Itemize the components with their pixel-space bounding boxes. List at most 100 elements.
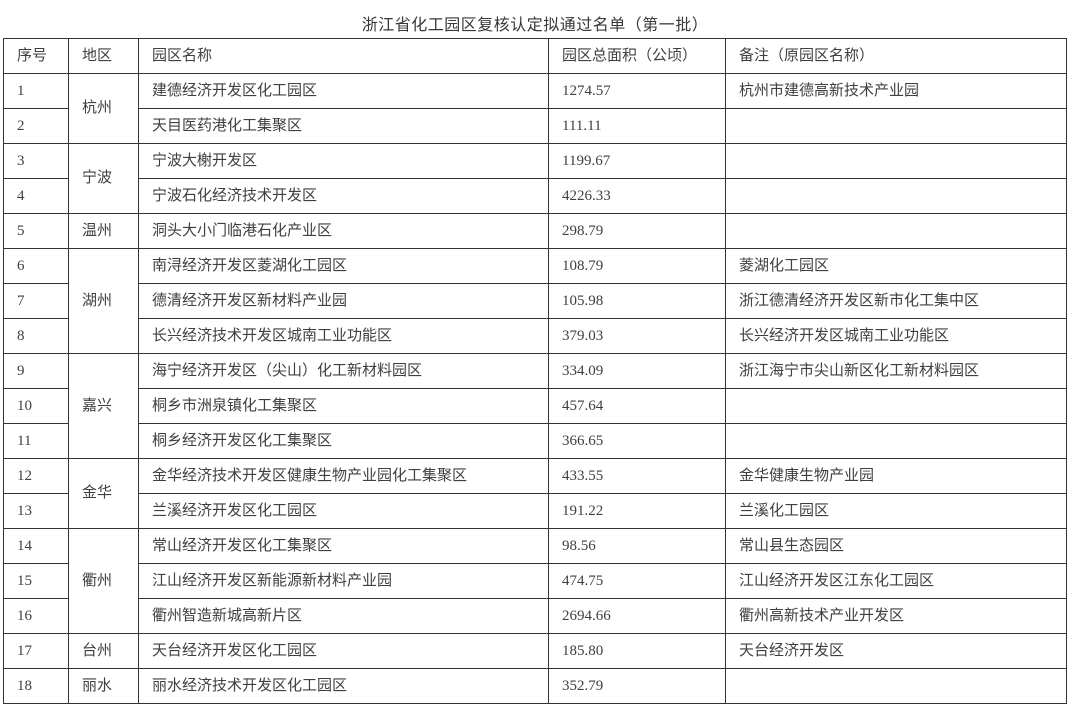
area-cell: 298.79 bbox=[548, 213, 726, 249]
park-name-cell: 江山经济开发区新能源新材料产业园 bbox=[138, 563, 549, 599]
table-row: 3 宁波 宁波大榭开发区 1199.67 bbox=[3, 143, 1067, 214]
note-cell bbox=[725, 423, 1067, 459]
note-cell bbox=[725, 108, 1067, 144]
table-row: 9 嘉兴 海宁经济开发区（尖山）化工新材料园区 334.09 浙江海宁市尖山新区化工新材… bbox=[3, 353, 1067, 459]
park-name-cell: 长兴经济技术开发区城南工业功能区 bbox=[138, 318, 549, 354]
column-header-note: 备注（原园区名称） bbox=[725, 38, 1067, 74]
region-cell: 湖州 bbox=[68, 248, 139, 354]
row-number-cell: 11 bbox=[3, 423, 69, 459]
area-cell: 474.75 bbox=[548, 563, 726, 599]
park-name-cell: 桐乡市洲泉镇化工集聚区 bbox=[138, 388, 549, 424]
area-cell: 185.80 bbox=[548, 633, 726, 669]
column-header-park: 园区名称 bbox=[138, 38, 549, 74]
row-number-cell: 13 bbox=[3, 493, 69, 529]
column-header-region: 地区 bbox=[68, 38, 139, 74]
area-cell: 379.03 bbox=[548, 318, 726, 354]
area-cell: 352.79 bbox=[548, 668, 726, 704]
note-cell: 杭州市建德高新技术产业园 bbox=[725, 73, 1067, 109]
note-cell: 常山县生态园区 bbox=[725, 528, 1067, 564]
park-name-cell: 天目医药港化工集聚区 bbox=[138, 108, 549, 144]
park-name-cell: 桐乡经济开发区化工集聚区 bbox=[138, 423, 549, 459]
row-number-cell: 9 bbox=[3, 353, 69, 389]
note-cell: 金华健康生物产业园 bbox=[725, 458, 1067, 494]
row-number-cell: 16 bbox=[3, 598, 69, 634]
note-cell bbox=[725, 143, 1067, 179]
park-name-cell: 南浔经济开发区菱湖化工园区 bbox=[138, 248, 549, 284]
park-name-cell: 宁波大榭开发区 bbox=[138, 143, 549, 179]
row-number-cell: 14 bbox=[3, 528, 69, 564]
note-cell bbox=[725, 388, 1067, 424]
area-cell: 105.98 bbox=[548, 283, 726, 319]
region-cell: 金华 bbox=[68, 458, 139, 529]
region-cell: 台州 bbox=[68, 633, 139, 669]
table-row: 14 衢州 常山经济开发区化工集聚区 98.56 常山县生态园区 bbox=[3, 528, 1067, 634]
row-number-cell: 3 bbox=[3, 143, 69, 179]
table-row: 2 天目医药港化工集聚区 111.11 bbox=[3, 108, 1067, 144]
row-number-cell: 7 bbox=[3, 283, 69, 319]
park-name-cell: 洞头大小门临港石化产业区 bbox=[138, 213, 549, 249]
row-number-cell: 10 bbox=[3, 388, 69, 424]
row-number-cell: 12 bbox=[3, 458, 69, 494]
area-cell: 334.09 bbox=[548, 353, 726, 389]
area-cell: 98.56 bbox=[548, 528, 726, 564]
area-cell: 4226.33 bbox=[548, 178, 726, 214]
row-number-cell: 1 bbox=[3, 73, 69, 109]
row-number-cell: 8 bbox=[3, 318, 69, 354]
note-cell: 兰溪化工园区 bbox=[725, 493, 1067, 529]
region-cell: 丽水 bbox=[68, 668, 139, 704]
table-row: 7 德清经济开发区新材料产业园 105.98 浙江德清经济开发区新市化工集中区 bbox=[3, 283, 1067, 319]
park-table-body: 1 杭州 建德经济开发区化工园区 1274.57 杭州市建德高新技术产业园 2 天目医药港化… bbox=[3, 73, 1067, 704]
table-row: 5 温州 洞头大小门临港石化产业区 298.79 bbox=[3, 213, 1067, 249]
note-cell: 衢州高新技术产业开发区 bbox=[725, 598, 1067, 634]
park-name-cell: 丽水经济技术开发区化工园区 bbox=[138, 668, 549, 704]
park-name-cell: 天台经济开发区化工园区 bbox=[138, 633, 549, 669]
header-row: 序号 地区 园区名称 园区总面积（公顷） 备注（原园区名称） bbox=[3, 38, 1067, 74]
area-cell: 366.65 bbox=[548, 423, 726, 459]
area-cell: 1274.57 bbox=[548, 73, 726, 109]
park-list-table: 序号 地区 园区名称 园区总面积（公顷） 备注（原园区名称） 1 杭州 建德经济开发… bbox=[3, 38, 1067, 704]
table-row: 16 衢州智造新城高新片区 2694.66 衢州高新技术产业开发区 bbox=[3, 598, 1067, 634]
table-row: 12 金华 金华经济技术开发区健康生物产业园化工集聚区 433.55 金华健康生物产业园 bbox=[3, 458, 1067, 529]
column-header-no: 序号 bbox=[3, 38, 69, 74]
table-header: 序号 地区 园区名称 园区总面积（公顷） 备注（原园区名称） bbox=[3, 38, 1067, 74]
table-row: 17 台州 天台经济开发区化工园区 185.80 天台经济开发区 bbox=[3, 633, 1067, 669]
row-number-cell: 15 bbox=[3, 563, 69, 599]
table-row: 6 湖州 南浔经济开发区菱湖化工园区 108.79 菱湖化工园区 bbox=[3, 248, 1067, 354]
area-cell: 2694.66 bbox=[548, 598, 726, 634]
row-number-cell: 18 bbox=[3, 668, 69, 704]
park-name-cell: 德清经济开发区新材料产业园 bbox=[138, 283, 549, 319]
park-name-cell: 常山经济开发区化工集聚区 bbox=[138, 528, 549, 564]
row-number-cell: 2 bbox=[3, 108, 69, 144]
area-cell: 433.55 bbox=[548, 458, 726, 494]
area-cell: 191.22 bbox=[548, 493, 726, 529]
note-cell: 菱湖化工园区 bbox=[725, 248, 1067, 284]
region-cell: 衢州 bbox=[68, 528, 139, 634]
area-cell: 457.64 bbox=[548, 388, 726, 424]
note-cell: 天台经济开发区 bbox=[725, 633, 1067, 669]
row-number-cell: 17 bbox=[3, 633, 69, 669]
note-cell bbox=[725, 213, 1067, 249]
table-row: 4 宁波石化经济技术开发区 4226.33 bbox=[3, 178, 1067, 214]
column-header-area: 园区总面积（公顷） bbox=[548, 38, 726, 74]
park-name-cell: 金华经济技术开发区健康生物产业园化工集聚区 bbox=[138, 458, 549, 494]
region-cell: 温州 bbox=[68, 213, 139, 249]
park-name-cell: 海宁经济开发区（尖山）化工新材料园区 bbox=[138, 353, 549, 389]
region-cell: 宁波 bbox=[68, 143, 139, 214]
area-cell: 111.11 bbox=[548, 108, 726, 144]
note-cell: 长兴经济开发区城南工业功能区 bbox=[725, 318, 1067, 354]
note-cell: 江山经济开发区江东化工园区 bbox=[725, 563, 1067, 599]
row-number-cell: 5 bbox=[3, 213, 69, 249]
table-row: 1 杭州 建德经济开发区化工园区 1274.57 杭州市建德高新技术产业园 bbox=[3, 73, 1067, 144]
table-row: 13 兰溪经济开发区化工园区 191.22 兰溪化工园区 bbox=[3, 493, 1067, 529]
table-row: 10 桐乡市洲泉镇化工集聚区 457.64 bbox=[3, 388, 1067, 424]
row-number-cell: 4 bbox=[3, 178, 69, 214]
park-name-cell: 宁波石化经济技术开发区 bbox=[138, 178, 549, 214]
note-cell bbox=[725, 668, 1067, 704]
table-row: 15 江山经济开发区新能源新材料产业园 474.75 江山经济开发区江东化工园区 bbox=[3, 563, 1067, 599]
park-name-cell: 兰溪经济开发区化工园区 bbox=[138, 493, 549, 529]
table-row: 18 丽水 丽水经济技术开发区化工园区 352.79 bbox=[3, 668, 1067, 704]
park-name-cell: 衢州智造新城高新片区 bbox=[138, 598, 549, 634]
note-cell bbox=[725, 178, 1067, 214]
region-cell: 杭州 bbox=[68, 73, 139, 144]
table-row: 8 长兴经济技术开发区城南工业功能区 379.03 长兴经济开发区城南工业功能区 bbox=[3, 318, 1067, 354]
